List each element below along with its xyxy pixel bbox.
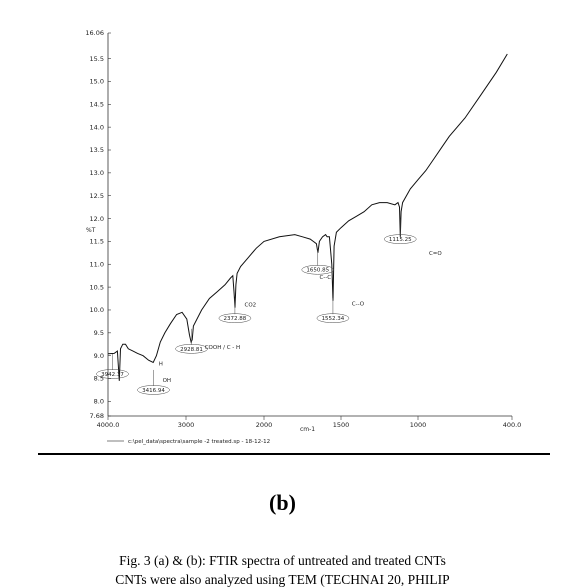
functional-group-label: COOH / C - H [205, 345, 240, 351]
y-tick-label: 9.5 [94, 329, 104, 337]
divider-line [38, 453, 550, 455]
y-tick-label: 16.06 [85, 29, 104, 37]
functional-group-label: OH [163, 378, 171, 384]
peak-label: 3942.37 [101, 372, 124, 378]
y-tick-label: 10.5 [90, 283, 104, 291]
x-tick-label: 1000 [410, 421, 427, 429]
functional-group-label: C--O [352, 301, 365, 307]
peak-oval [301, 264, 335, 275]
x-tick-label: 1500 [333, 421, 350, 429]
peak-label: 1115.25 [389, 237, 412, 243]
peak-oval [96, 369, 129, 379]
caption-cut-line: CNTs were also analyzed using TEM (TECHN… [115, 572, 450, 587]
peak-oval [384, 234, 417, 244]
peak-label: 2928.81 [180, 347, 203, 353]
y-tick-label: 14.5 [90, 100, 104, 108]
functional-group-label: H [159, 362, 163, 368]
y-tick-label: 13.5 [90, 146, 104, 154]
x-tick-label: 400.0 [503, 421, 522, 429]
y-tick-label: 11.0 [90, 260, 104, 268]
y-tick-label: 12.5 [90, 192, 104, 200]
ftir-chart: 16.06 15.5 15.0 14.5 14.0 13.5 13.0 12.5 12.0 11.… [85, 29, 522, 445]
peak-oval [218, 313, 252, 323]
y-tick-label: 12.0 [90, 215, 104, 223]
functional-group-label: C--C [319, 275, 331, 281]
y-tick-label: 8.0 [94, 398, 104, 406]
peak-label: 3416.94 [142, 388, 165, 394]
y-tick-label: 9.0 [94, 352, 104, 360]
functional-group-label: CO2 [245, 302, 257, 308]
peak-label: 2372.88 [224, 316, 247, 322]
y-tick-label: 15.5 [90, 55, 104, 63]
legend-text: c:\pel_data\spectra\sample -2 treated.sp… [128, 439, 270, 445]
y-tick-label: 13.0 [90, 169, 104, 177]
y-tick-label: 7.68 [90, 412, 104, 420]
y-tick-label: 14.0 [90, 123, 104, 131]
spectrum-line [107, 53, 508, 381]
y-tick-label: 15.0 [90, 78, 104, 86]
peak-oval [137, 385, 170, 395]
functional-group-label: C=O [429, 251, 442, 257]
figure-caption: Fig. 3 (a) & (b): FTIR spectra of untrea… [119, 553, 446, 568]
y-tick-label: 8.5 [94, 375, 104, 383]
peak-label: 1552.34 [322, 316, 345, 322]
peak-oval [175, 344, 208, 354]
x-tick-label: 4000.0 [97, 421, 120, 429]
y-tick-label: 11.5 [90, 238, 104, 246]
peak-oval [316, 313, 350, 323]
x-tick-label: 2000 [256, 421, 273, 429]
y-axis-label: %T [86, 227, 96, 234]
figure-label: (b) [269, 490, 296, 515]
x-tick-label: 3000 [178, 421, 195, 429]
peak-label: 1650.85 [306, 268, 329, 274]
y-tick-label: 10.0 [90, 306, 104, 314]
x-axis-label: cm-1 [300, 426, 315, 433]
